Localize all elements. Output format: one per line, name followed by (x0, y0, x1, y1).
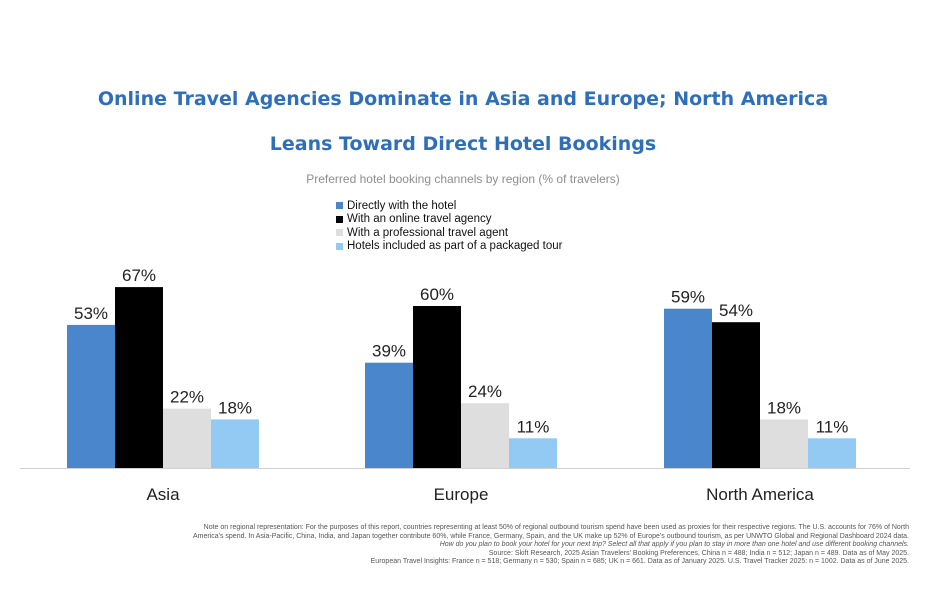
data-label: 39% (372, 342, 406, 361)
category-label: Europe (434, 485, 489, 504)
legend-item: Directly with the hotel (336, 199, 562, 213)
legend: Directly with the hotel With an online t… (336, 199, 562, 253)
legend-label: With a professional travel agent (347, 226, 509, 239)
data-label: 60% (420, 285, 454, 304)
legend-label: Hotels included as part of a packaged to… (347, 240, 563, 253)
note-line: America's spend. In Asia-Pacific, China,… (192, 532, 909, 540)
legend-swatch (336, 242, 343, 250)
bar (808, 438, 856, 468)
bar (712, 322, 760, 468)
legend-item: With a professional travel agent (336, 226, 562, 240)
legend-swatch (336, 215, 343, 223)
bar (67, 324, 115, 468)
legend-swatch (336, 202, 343, 210)
data-label: 18% (218, 398, 252, 417)
category-label: North America (706, 485, 814, 504)
bar (365, 362, 413, 468)
source-line: European Travel Insights: France n = 518… (370, 558, 909, 565)
note-line: Note on regional representation: For the… (203, 524, 909, 531)
bar (461, 403, 509, 468)
data-label: 24% (468, 382, 502, 401)
footnotes: Note on regional representation: For the… (9, 524, 909, 567)
chart-subtitle: Preferred hotel booking channels by regi… (306, 172, 620, 186)
chart-title-line-1: Online Travel Agencies Dominate in Asia … (97, 88, 829, 110)
bar (760, 419, 808, 468)
legend-label: With an online travel agency (347, 213, 492, 226)
data-label: 54% (719, 301, 753, 320)
data-label: 11% (517, 417, 550, 436)
chart-title-line-2: Leans Toward Direct Hotel Bookings (269, 133, 657, 155)
data-label: 11% (816, 417, 849, 436)
bar (115, 287, 163, 468)
legend-label: Directly with the hotel (347, 199, 457, 212)
bar (509, 438, 557, 468)
data-label: 59% (671, 288, 705, 307)
data-label: 67% (122, 266, 156, 285)
category-label: Asia (146, 485, 180, 504)
legend-swatch (336, 229, 343, 237)
data-label: 22% (170, 388, 204, 407)
source-line: Source: Skift Research, 2025 Asian Trave… (488, 549, 909, 557)
bar (413, 306, 461, 468)
data-label: 18% (767, 398, 801, 417)
legend-item: With an online travel agency (336, 213, 562, 227)
survey-question: How do you plan to book your hotel for y… (439, 541, 909, 548)
bar (664, 308, 712, 468)
bar (163, 408, 211, 468)
data-label: 53% (74, 304, 108, 323)
legend-item: Hotels included as part of a packaged to… (336, 240, 562, 254)
bar (211, 419, 259, 468)
